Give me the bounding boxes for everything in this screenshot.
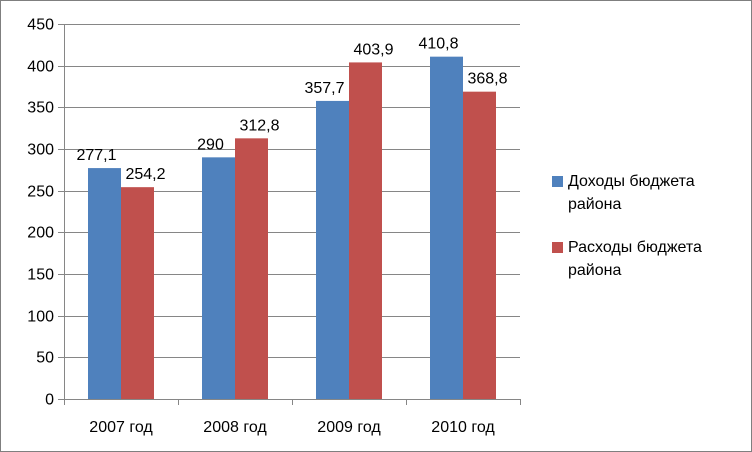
y-tick-label: 0 [45,392,54,409]
y-tick-label: 350 [27,100,54,117]
x-tick-label: 2007 год [89,419,153,436]
bar-income [430,56,463,400]
y-tick-label: 400 [27,59,54,76]
bar-income [316,100,349,400]
data-label: 290 [197,136,224,153]
bar-expense [235,138,268,400]
x-tick-label: 2010 год [431,419,495,436]
bar-income [202,157,235,399]
legend-label-expense: Расходы бюджета района [568,239,702,279]
y-tick-label: 150 [27,267,54,284]
legend-item-income: Доходы бюджета района [552,170,747,216]
x-tick-label: 2009 год [317,419,381,436]
legend-swatch-income [552,176,563,187]
y-tick-label: 250 [27,184,54,201]
legend: Доходы бюджета района Расходы бюджета ра… [552,170,747,302]
y-axis-ticks: 0 50 100 150 200 250 300 350 400 450 [27,17,64,409]
bars [88,56,496,400]
bar-expense [463,91,496,400]
x-tick-label: 2008 год [203,419,267,436]
data-label: 254,2 [125,166,165,183]
bar-income [88,168,121,399]
bar-expense [121,187,154,399]
legend-label-income: Доходы бюджета района [568,173,695,213]
data-label: 277,1 [76,147,116,164]
data-label: 312,8 [239,117,279,134]
data-label: 357,7 [304,80,344,97]
y-tick-label: 100 [27,309,54,326]
data-labels: 277,1 254,2 290 312,8 357,7 403,9 410,8 368,8 [76,36,507,184]
x-axis-ticks: 2007 год 2008 год 2009 год 2010 год [64,399,521,436]
legend-swatch-expense [552,242,563,253]
y-tick-label: 200 [27,225,54,242]
bar-expense [349,62,382,400]
y-tick-label: 450 [27,17,54,34]
data-label: 410,8 [418,36,458,53]
data-label: 368,8 [467,71,507,88]
legend-item-expense: Расходы бюджета района [552,236,747,282]
y-tick-label: 50 [36,350,54,367]
data-label: 403,9 [353,41,393,58]
y-tick-label: 300 [27,142,54,159]
